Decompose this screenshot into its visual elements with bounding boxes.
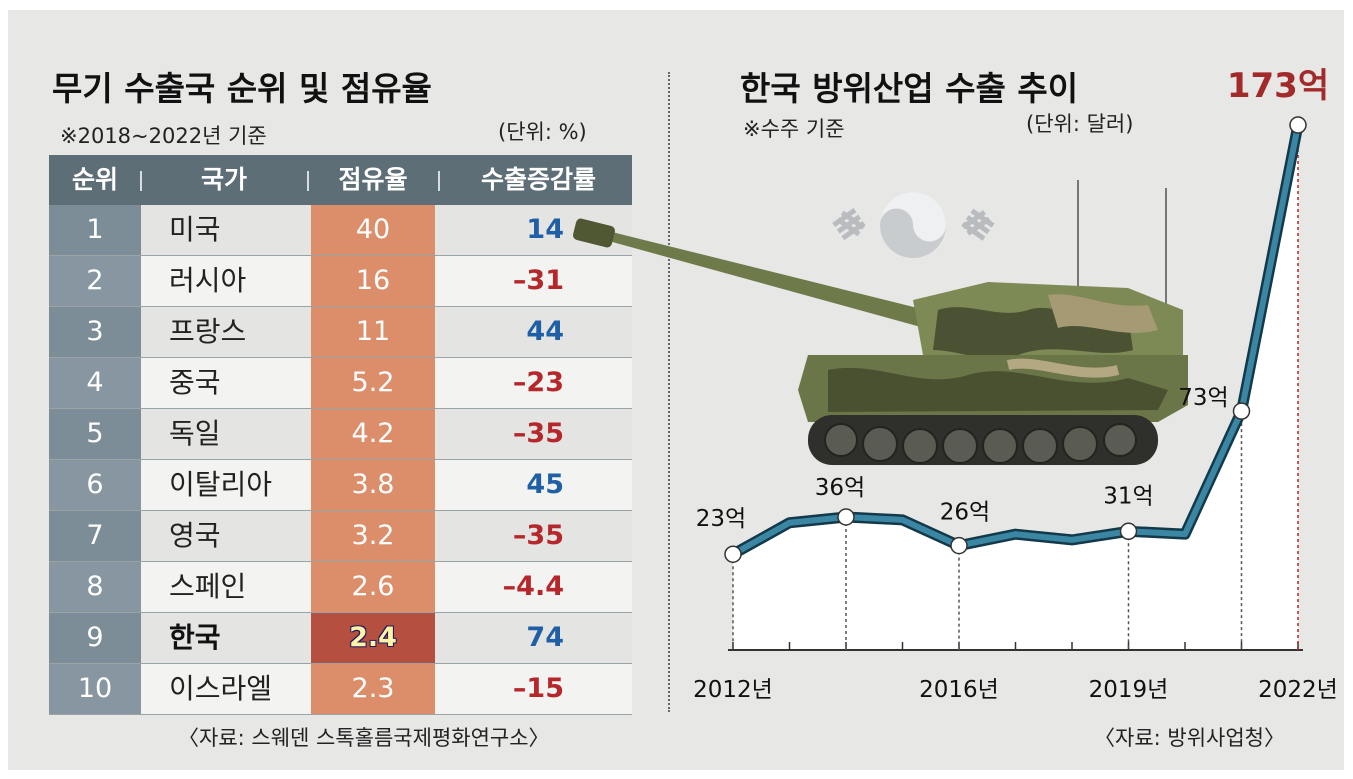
rank-cell: 2 [49,256,141,306]
share-cell: 3.2 [311,511,435,561]
rank-cell: 8 [49,562,141,612]
data-label: 36억 [815,475,865,501]
ranking-table: 순위 국가 점유율 수출증감률 1 미국 40 14 2 러시아 16 –31 3 프랑스 11 44… [49,155,632,715]
left-source: 〈자료: 스웨덴 스톡홀름국제평화연구소〉 [178,726,550,750]
x-tick-label: 2012년 [693,677,773,703]
country-cell: 미국 [169,213,221,246]
header-share: 점유율 [338,165,408,194]
country-cell: 한국 [169,621,221,654]
data-point [950,536,968,555]
left-title: 무기 수출국 순위 및 점유율 [52,69,432,108]
infographic: 무기 수출국 순위 및 점유율 ※2018~2022년 기준 (단위: %) 순… [8,10,1344,770]
data-point [1119,522,1138,541]
share-cell: 2.3 [311,664,435,714]
share-cell: 2.6 [311,562,435,612]
data-label: 26억 [940,500,990,526]
data-label: 23억 [696,506,746,532]
rank-cell: 1 [49,205,141,255]
x-tick-label: 2019년 [1089,677,1169,703]
rank-cell: 7 [49,511,141,561]
header-rank: 순위 [71,165,118,194]
change-cell: –31 [512,265,564,296]
table-row: 10 이스라엘 2.3 –15 [49,664,632,715]
data-point [724,545,742,563]
right-source: 〈자료: 방위사업청〉 [1094,726,1285,750]
right-unit: (단위: 달러) [1026,112,1134,136]
right-subtitle: ※수주 기준 [743,117,845,141]
country-cell: 영국 [169,519,221,552]
table-row: 1 미국 40 14 [49,205,632,256]
rank-cell: 5 [49,409,141,459]
right-title: 한국 방위산업 수출 추이 [740,69,1079,108]
change-cell: –15 [512,673,564,704]
table-row: 3 프랑스 11 44 [49,307,632,358]
data-point [1289,116,1307,134]
table-row: 5 독일 4.2 –35 [49,409,632,460]
panel-divider [668,72,670,712]
change-cell: –23 [512,367,564,398]
data-point [837,508,855,526]
data-label: 73억 [1178,385,1228,411]
data-label: 31억 [1103,483,1153,509]
series-line [731,124,1301,557]
table-row: 8 스페인 2.6 –4.4 [49,562,632,613]
table-body: 1 미국 40 14 2 러시아 16 –31 3 프랑스 11 44 4 중국 5.2 –23 5 독일 4.2–… [49,205,632,715]
change-cell: –35 [512,520,564,551]
x-tick-label: 2016년 [919,677,999,703]
change-cell: –35 [512,418,564,449]
header-country: 국가 [200,165,247,194]
howitzer-illustration [572,180,1188,465]
country-cell: 독일 [169,417,221,450]
table-row: 7 영국 3.2 –35 [49,511,632,562]
header-change: 수출증감률 [480,165,596,194]
country-cell: 중국 [169,366,221,399]
change-cell: 45 [526,469,564,500]
share-cell: 40 [311,205,435,255]
rank-cell: 4 [49,358,141,408]
export-trend-chart: 23억 36억 26억 31억 73억 173억 2012년 2016년 2019년 2022년 [693,66,1338,703]
table-row: 4 중국 5.2 –23 [49,358,632,409]
share-cell: 2.4 [311,613,435,663]
change-cell: 44 [526,316,564,347]
table-row: 6 이탈리아 3.8 45 [49,460,632,511]
data-point [1232,402,1251,420]
rank-cell: 10 [49,664,141,714]
country-cell: 이탈리아 [169,468,273,501]
country-cell: 스페인 [169,570,247,603]
country-cell: 프랑스 [169,315,247,348]
left-unit: (단위: %) [498,120,587,144]
rank-cell: 9 [49,613,141,663]
country-cell: 이스라엘 [169,672,273,705]
x-tick-label: 2022년 [1258,677,1338,703]
share-cell: 4.2 [311,409,435,459]
share-cell: 11 [311,307,435,357]
table-row: 9 한국 2.4 74 [49,613,632,664]
change-cell: 74 [526,622,564,653]
change-cell: 14 [526,214,564,245]
share-cell: 16 [311,256,435,306]
rank-cell: 6 [49,460,141,510]
table-row: 2 러시아 16 –31 [49,256,632,307]
data-label: 173억 [1227,66,1329,106]
rank-cell: 3 [49,307,141,357]
taegeuk-emblem-icon [832,192,995,258]
left-subtitle: ※2018~2022년 기준 [60,124,267,148]
share-cell: 5.2 [311,358,435,408]
change-cell: –4.4 [502,571,564,602]
country-cell: 러시아 [169,264,247,297]
share-cell: 3.8 [311,460,435,510]
table-header: 순위 국가 점유율 수출증감률 [49,155,632,205]
